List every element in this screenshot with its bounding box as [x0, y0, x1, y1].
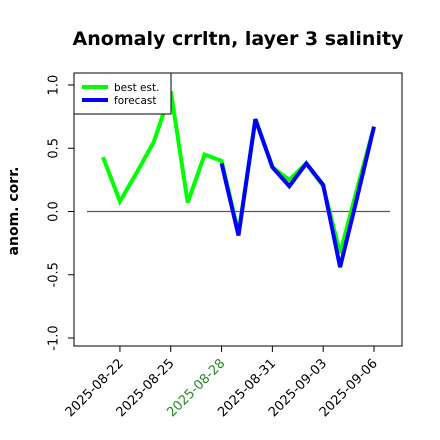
y-axis: -1.0 -0.5 0.0 0.5 1.0 [47, 75, 74, 351]
y-tick-label: -1.0 [47, 325, 62, 350]
y-tick-label: 0.5 [47, 138, 62, 159]
series-layer [101, 90, 376, 268]
y-tick-label: 1.0 [47, 75, 62, 96]
plot-frame [73, 72, 403, 347]
y-axis-label: anom. corr. [6, 167, 22, 256]
x-axis: 2025-08-222025-08-252025-08-282025-08-31… [63, 346, 381, 420]
series-line-forecast [219, 118, 376, 268]
legend-label: best est. [114, 82, 159, 94]
legend-label: forecast [114, 95, 156, 107]
y-tick-label: 0.0 [47, 201, 62, 222]
legend-box [73, 72, 172, 115]
legend: best est.forecast [73, 72, 172, 115]
y-tick-label: -0.5 [47, 262, 62, 287]
chart-title: Anomaly crrltn, layer 3 salinity [73, 28, 404, 50]
